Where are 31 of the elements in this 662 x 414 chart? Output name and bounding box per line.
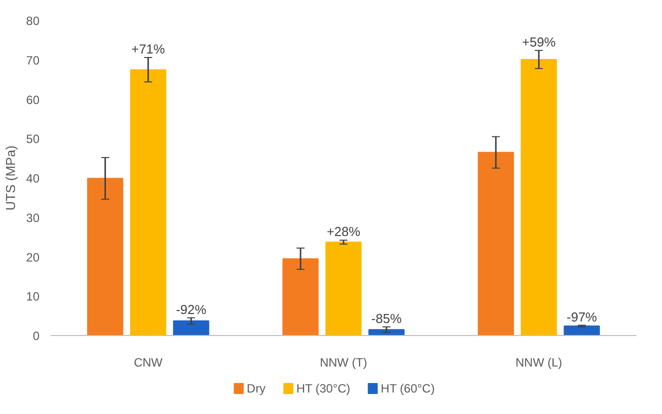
y-tick-label: 10 <box>26 290 40 304</box>
x-tick-label: CNW <box>134 356 164 370</box>
y-tick-label: 30 <box>26 210 40 225</box>
bar <box>478 152 514 336</box>
bar <box>87 178 124 336</box>
bar <box>325 242 362 336</box>
bar <box>564 326 600 336</box>
annotation: +59% <box>522 34 556 50</box>
y-tick-label: 40 <box>26 172 40 186</box>
y-tick-label: 70 <box>26 53 40 68</box>
bar <box>173 320 210 336</box>
annotation: -97% <box>566 309 598 324</box>
y-tick-label: 80 <box>26 14 40 28</box>
bar <box>282 258 319 336</box>
x-tick-label: NNW (T) <box>320 356 368 370</box>
legend-label: Dry <box>246 382 266 396</box>
y-axis-title: UTS (MPa) <box>3 146 18 210</box>
legend-label: HT (30°C) <box>296 382 350 396</box>
x-tick-label: NNW (L) <box>516 356 562 370</box>
legend-label: HT (60°C) <box>380 382 435 396</box>
annotation: -92% <box>176 302 207 317</box>
annotation: +71% <box>131 42 166 57</box>
annotation: +28% <box>326 224 361 240</box>
annotation: -85% <box>371 310 402 326</box>
y-tick-label: 20 <box>26 250 40 264</box>
y-tick-label: 60 <box>26 92 40 107</box>
bar <box>130 69 166 336</box>
y-tick-label: 50 <box>26 132 40 146</box>
y-tick-label: 0 <box>32 329 40 343</box>
bar <box>368 329 405 336</box>
bar <box>520 58 557 336</box>
